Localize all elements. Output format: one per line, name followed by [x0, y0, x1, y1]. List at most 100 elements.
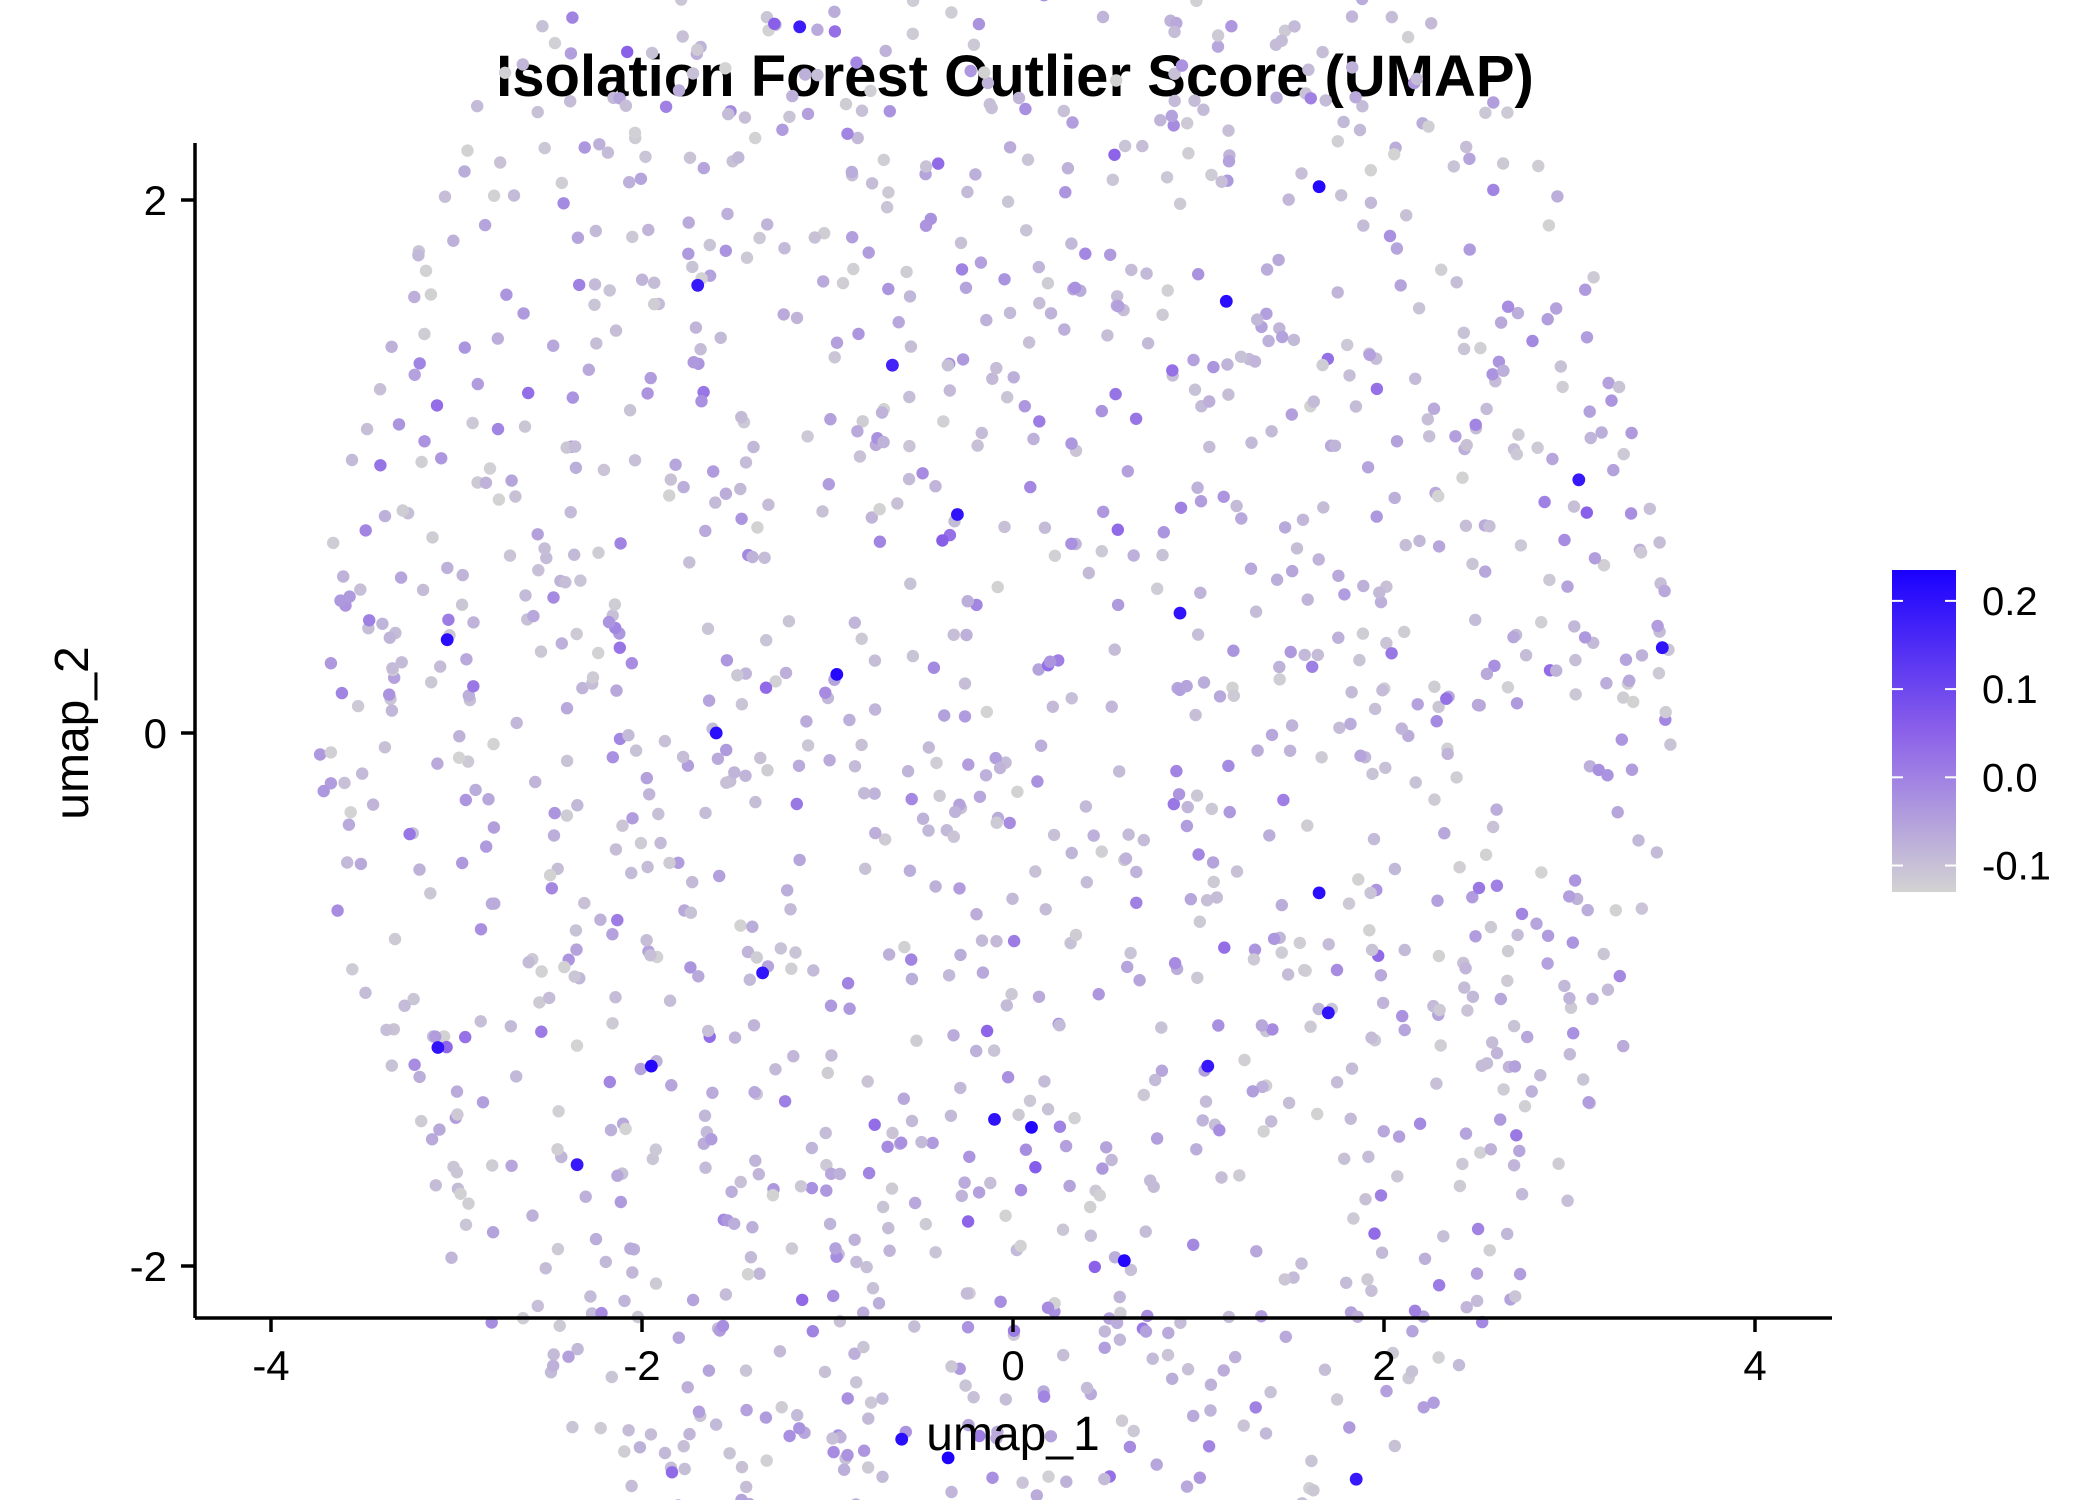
scatter-point [1353, 653, 1366, 667]
scatter-point [1278, 24, 1292, 37]
scatter-point [908, 1196, 922, 1210]
scatter-point [1042, 1470, 1055, 1483]
scatter-point [1290, 542, 1304, 555]
scatter-point [1044, 307, 1058, 320]
scatter-point [1119, 852, 1133, 865]
scatter-point [986, 372, 999, 385]
scatter-point [602, 615, 616, 629]
scatter-point [695, 395, 708, 408]
scatter-point [1501, 944, 1515, 958]
scatter-point [1210, 891, 1224, 904]
scatter-point [759, 681, 773, 694]
scatter-point [843, 713, 856, 727]
scatter-point [886, 1126, 899, 1140]
scatter-point [1460, 140, 1473, 154]
scatter-point [735, 1493, 748, 1500]
scatter-point [1650, 846, 1664, 859]
scatter-point [1039, 903, 1052, 916]
scatter-point [949, 805, 962, 819]
scatter-point [1041, 277, 1055, 290]
scatter-point [827, 1445, 840, 1459]
scatter-point [861, 1075, 874, 1088]
scatter-point [903, 290, 917, 303]
scatter-point [707, 465, 720, 478]
scatter-point [625, 1479, 638, 1493]
scatter-point [424, 887, 437, 900]
scatter-point [1474, 341, 1487, 355]
scatter-point [628, 126, 642, 139]
scatter-point [683, 151, 697, 164]
scatter-point [749, 1154, 762, 1167]
scatter-point [1595, 426, 1608, 439]
scatter-point [1337, 115, 1350, 129]
scatter-point [775, 1401, 788, 1414]
scatter-point [1425, 17, 1438, 30]
scatter-point [1048, 549, 1062, 562]
scatter-point [1405, 1365, 1419, 1378]
scatter-point [548, 36, 562, 50]
scatter-point [1466, 990, 1480, 1003]
scatter-point [346, 963, 359, 976]
scatter-point [976, 966, 990, 979]
scatter-point [1398, 1023, 1411, 1037]
scatter-point [776, 123, 789, 136]
scatter-point [868, 654, 882, 667]
scatter-point [644, 949, 657, 962]
scatter-point [610, 684, 623, 697]
scatter-point [419, 264, 433, 277]
scatter-point [828, 5, 841, 18]
scatter-point [1456, 471, 1469, 484]
scatter-point [487, 189, 501, 202]
scatter-point [551, 1242, 565, 1256]
scatter-point [1012, 1108, 1025, 1122]
scatter-point [1433, 1003, 1446, 1017]
scatter-point [1204, 1378, 1218, 1391]
scatter-point [845, 165, 858, 179]
scatter-point [875, 406, 889, 419]
scatter-point [1515, 907, 1529, 921]
scatter-point [522, 956, 535, 969]
scatter-point [1121, 960, 1134, 974]
scatter-point [987, 1044, 1001, 1057]
scatter-point [619, 99, 633, 112]
scatter-point [469, 783, 482, 797]
scatter-point [373, 383, 387, 396]
scatter-point [791, 1409, 804, 1422]
scatter-point [458, 165, 471, 178]
scatter-point [1459, 519, 1473, 532]
scatter-point [926, 1136, 939, 1150]
scatter-point [906, 649, 920, 663]
scatter-point [1100, 1141, 1113, 1154]
scatter-point [1367, 832, 1381, 846]
scatter-point [783, 1429, 796, 1443]
scatter-point [1615, 733, 1629, 746]
scatter-point [1030, 1489, 1043, 1500]
scatter-point [961, 1321, 975, 1334]
scatter-point [558, 960, 571, 974]
scatter-point [578, 141, 591, 154]
scatter-point [1229, 1350, 1242, 1364]
scatter-point [1330, 1393, 1344, 1406]
scatter-point [374, 459, 387, 472]
outlier-point [756, 966, 769, 980]
scatter-point [1277, 793, 1290, 807]
scatter-point [1137, 833, 1151, 847]
scatter-point [547, 1348, 560, 1361]
scatter-point [734, 919, 747, 932]
scatter-point [658, 734, 672, 748]
scatter-point [395, 656, 408, 669]
scatter-point [794, 1180, 808, 1193]
scatter-point [1368, 702, 1382, 716]
scatter-point [778, 242, 791, 255]
scatter-point [753, 231, 766, 245]
scatter-point [504, 1020, 517, 1033]
scatter-point [691, 43, 704, 56]
scatter-point [1053, 1120, 1067, 1133]
scatter-point [1409, 372, 1422, 385]
scatter-point [1108, 643, 1121, 656]
scatter-point [681, 1381, 694, 1394]
scatter-point [588, 278, 602, 291]
scatter-point [796, 1293, 809, 1307]
scatter-point [904, 340, 918, 353]
scatter-point [929, 1246, 942, 1259]
